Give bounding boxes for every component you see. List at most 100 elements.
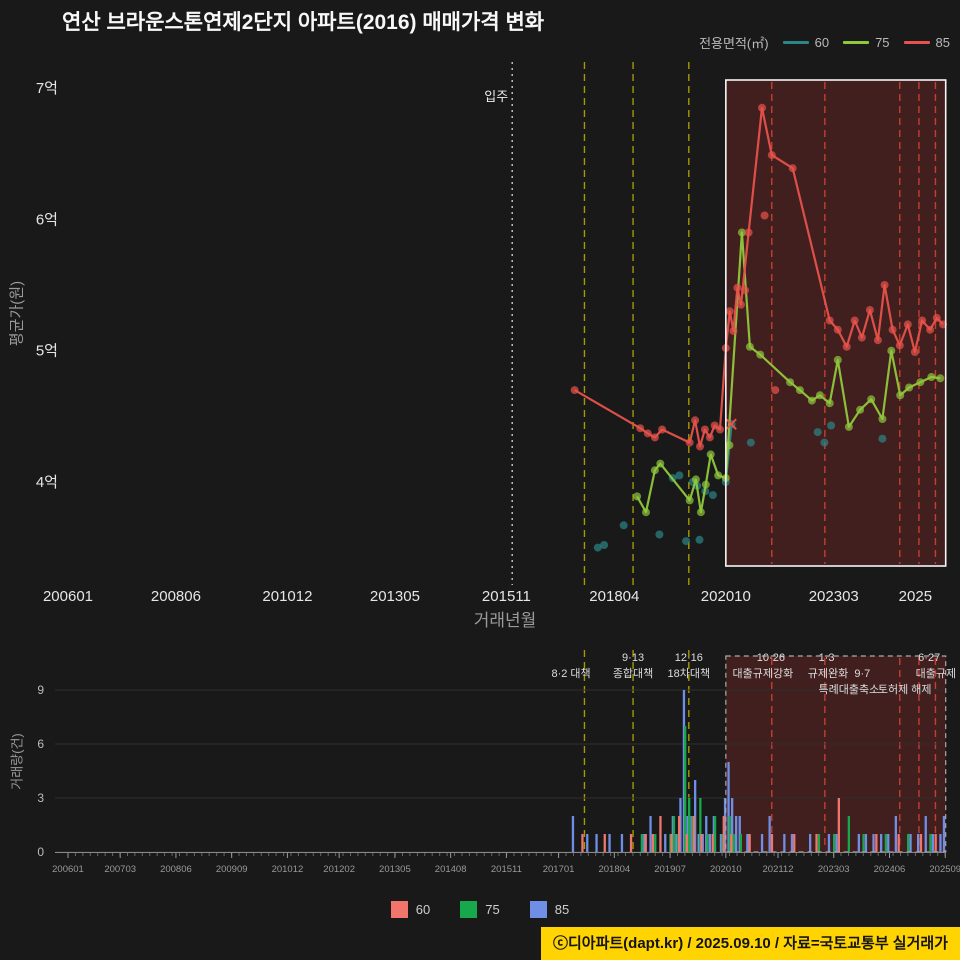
volume-bar-60: [644, 834, 647, 852]
volume-xtick-label: 201012: [272, 864, 304, 875]
price-point-85: [716, 425, 724, 434]
volume-bar-60: [651, 834, 654, 852]
volume-bar-85: [790, 834, 794, 852]
volume-bar-85: [571, 816, 575, 852]
price-ytick-label: 5억: [36, 343, 58, 360]
policy-annotation: 종합대책: [613, 667, 653, 680]
price-point-85: [910, 348, 919, 356]
volume-legend-item-75: 75: [460, 901, 500, 918]
price-point-85: [857, 333, 866, 342]
volume-bar-75: [688, 798, 691, 852]
volume-xtick-label: 201408: [435, 864, 467, 875]
price-point-75: [633, 492, 642, 501]
price-point-85: [880, 281, 889, 289]
price-point-85: [833, 325, 842, 334]
volume-ytick-label: 0: [37, 845, 44, 859]
volume-bar-85: [924, 816, 927, 852]
price-point-75: [905, 383, 914, 392]
price-point-85: [650, 433, 659, 442]
policy-annotation: 9·13: [622, 652, 644, 664]
volume-bar-75: [728, 816, 731, 852]
volume-bar-60: [897, 834, 900, 852]
price-point-60: [708, 491, 717, 500]
area-legend-item-75: 75: [843, 35, 890, 50]
area-legend-title: 전용면적(㎡): [699, 36, 769, 51]
policy-annotation: 대출규제강화: [732, 667, 793, 680]
volume-bar-85: [887, 834, 890, 852]
volume-ytick-label: 6: [37, 737, 44, 751]
price-point-85: [771, 386, 780, 395]
legend-label: 85: [554, 902, 570, 917]
volume-highlight-region: [725, 656, 946, 852]
price-point-85: [733, 283, 742, 292]
policy-annotation: 1·3: [819, 652, 835, 664]
price-point-75: [650, 466, 659, 475]
price-xtick-label: 201305: [370, 588, 420, 605]
price-point-85: [741, 286, 749, 295]
price-point-85: [685, 438, 694, 447]
price-point-85: [691, 416, 700, 425]
policy-annotation: 규제완화: [808, 667, 848, 680]
price-point-85: [737, 300, 745, 309]
volume-xtick-label: 201202: [323, 864, 355, 875]
price-point-85: [895, 341, 904, 350]
price-point-85: [658, 425, 667, 434]
volume-bar-60: [722, 816, 725, 852]
volume-bar-85: [708, 834, 711, 852]
price-point-75: [887, 346, 896, 355]
volume-bar-75: [699, 798, 702, 852]
volume-bar-75: [862, 834, 865, 852]
price-point-85: [865, 306, 874, 314]
price-point-75: [656, 459, 665, 468]
volume-bar-85: [768, 816, 771, 852]
price-point-85: [903, 320, 912, 329]
price-point-75: [714, 471, 723, 480]
volume-bar-60: [793, 834, 796, 852]
price-point-60: [675, 471, 684, 480]
volume-bar-85: [864, 834, 868, 852]
price-point-85: [873, 336, 882, 345]
volume-xtick-label: 200601: [52, 864, 84, 875]
price-point-60: [813, 428, 822, 437]
volume-bar-60: [685, 834, 688, 852]
price-point-85: [725, 307, 734, 316]
volume-bar-85: [712, 816, 715, 852]
policy-annotation: 12·16: [675, 652, 703, 664]
volume-bar-85: [827, 834, 831, 852]
volume-bar-85: [917, 834, 920, 852]
page-title: 연산 브라운스톤연제2단지 아파트(2016) 매매가격 변화: [62, 11, 545, 34]
volume-bar-75: [713, 816, 717, 852]
price-point-85: [643, 429, 652, 438]
price-ytick-label: 6억: [36, 211, 58, 228]
legend-label: 75: [485, 902, 500, 917]
price-point-75: [786, 378, 795, 387]
area-legend: 전용면적(㎡) 60 75 85: [699, 33, 950, 52]
volume-bar-85: [620, 834, 624, 852]
movein-label: 입주: [484, 89, 508, 104]
policy-annotation: 9·7: [854, 668, 870, 680]
price-point-85: [788, 164, 797, 173]
volume-bar-60: [629, 834, 633, 852]
price-ytick-label: 4억: [36, 474, 58, 491]
price-point-75: [756, 350, 765, 359]
volume-bar-60: [934, 834, 937, 852]
price-point-85: [918, 316, 927, 325]
volume-bar-60: [678, 816, 681, 852]
footer-credit: ⓒ디아파트(dapt.kr) / 2025.09.10 / 자료=국토교통부 실…: [540, 927, 960, 960]
price-point-75: [691, 475, 700, 484]
volume-bar-85: [595, 834, 598, 852]
volume-ytick-label: 9: [37, 683, 44, 697]
volume-bar-85: [701, 834, 704, 852]
price-point-85: [636, 424, 645, 433]
volume-bar-75: [654, 834, 657, 852]
volume-bar-85: [809, 834, 812, 852]
price-xtick-label: 2025: [899, 588, 932, 605]
price-point-85: [570, 386, 579, 395]
volume-ytick-label: 3: [37, 791, 44, 805]
policy-annotation: 6·27: [918, 652, 940, 664]
volume-bar-75: [833, 834, 836, 852]
price-point-85: [700, 425, 709, 434]
price-point-85: [744, 228, 753, 237]
price-xtick-label: 200806: [151, 588, 201, 605]
volume-bar-85: [649, 816, 652, 852]
